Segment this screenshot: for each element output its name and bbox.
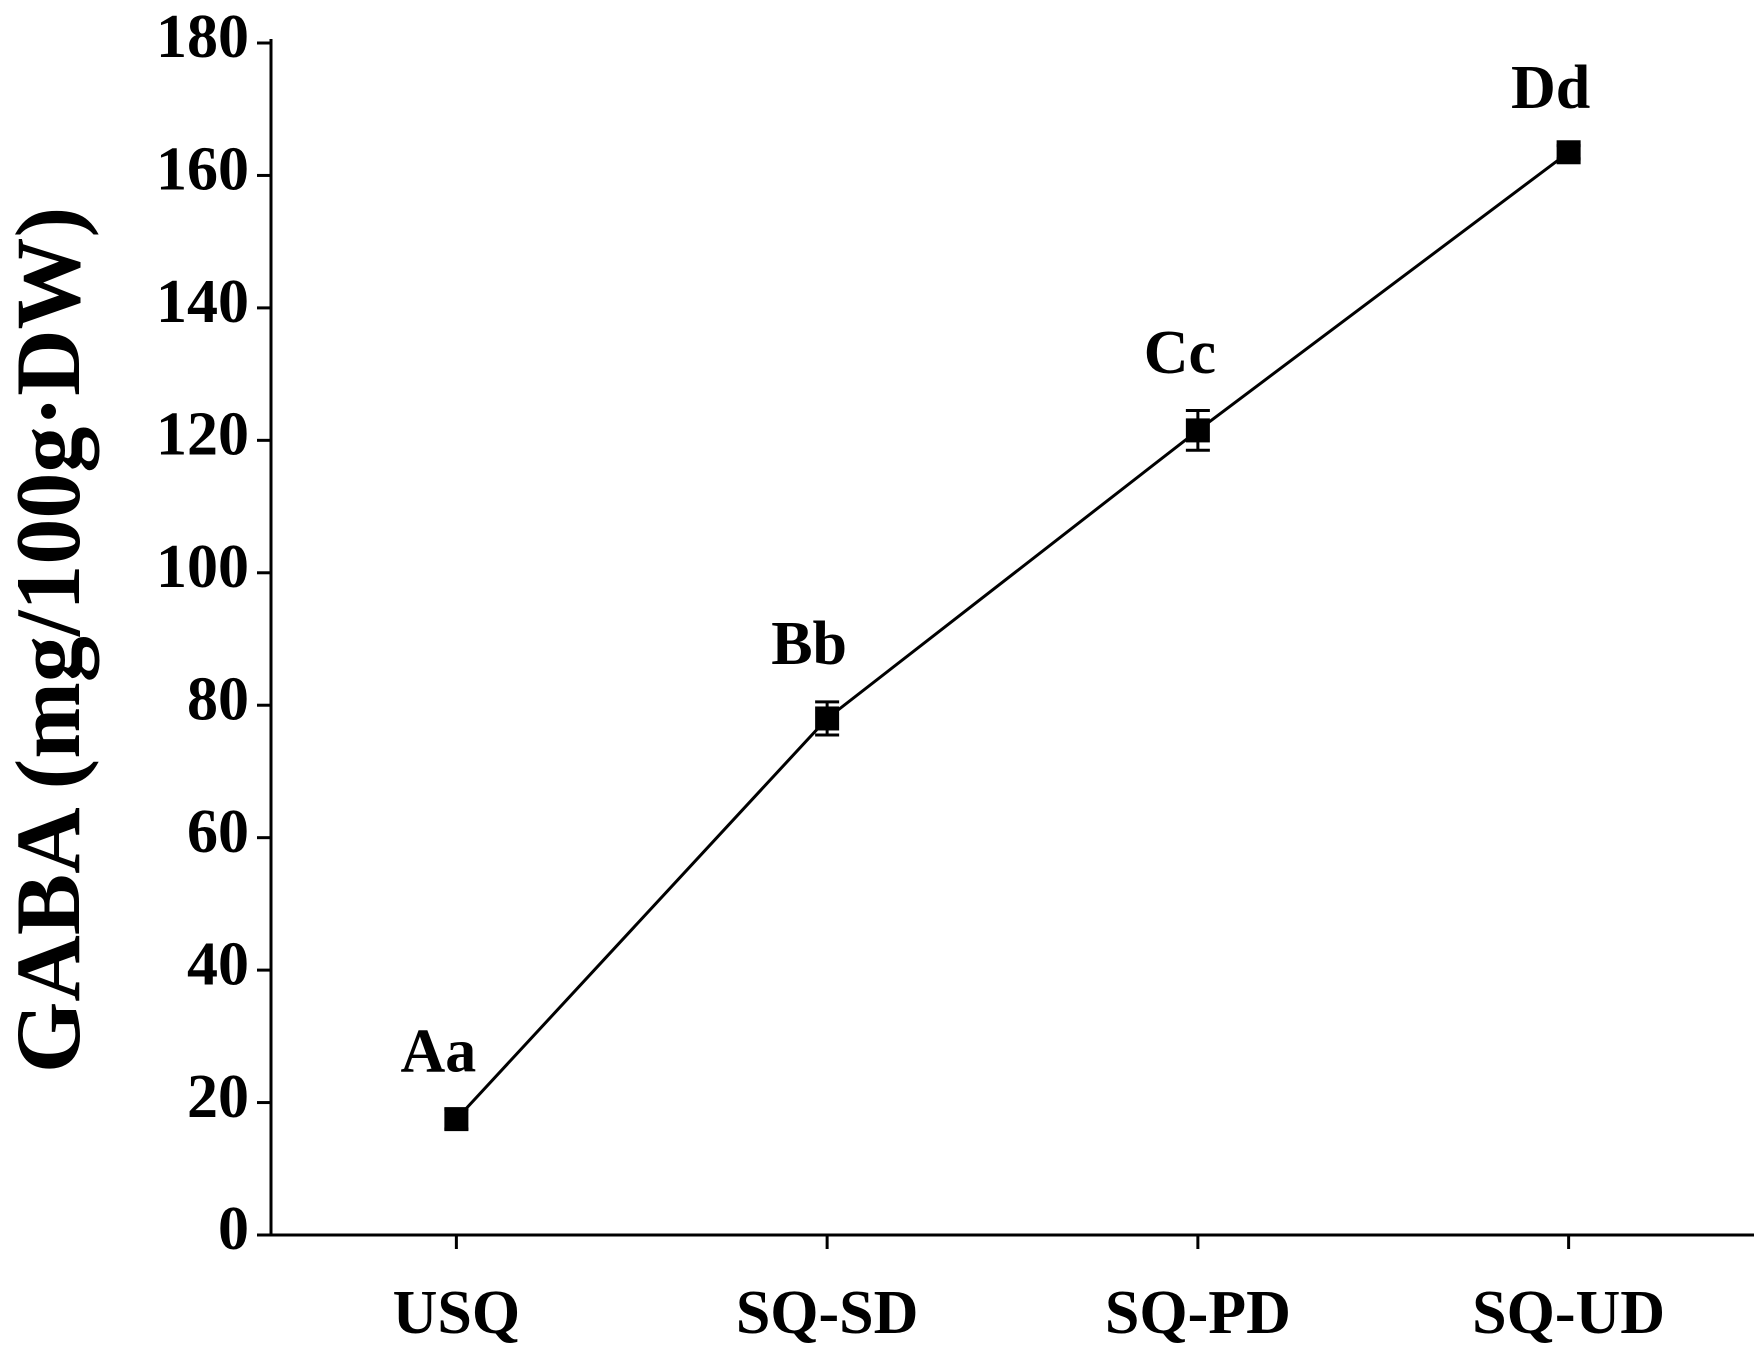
x-tick-label: SQ-SD bbox=[736, 1279, 919, 1347]
y-tick-label: 80 bbox=[187, 665, 249, 733]
marker bbox=[1185, 418, 1210, 443]
y-tick-label: 60 bbox=[187, 798, 249, 866]
annotation: Bb bbox=[771, 610, 847, 678]
line bbox=[455, 151, 1570, 1121]
y-tick-label: 0 bbox=[218, 1195, 249, 1263]
annotation: Cc bbox=[1144, 319, 1216, 387]
y-tick-label: 140 bbox=[156, 268, 249, 336]
y-tick-label: 160 bbox=[156, 136, 249, 204]
y-tick-label: 20 bbox=[187, 1063, 249, 1131]
marker bbox=[444, 1107, 469, 1132]
x-tick-label: SQ-UD bbox=[1472, 1279, 1665, 1347]
x-tick-label: USQ bbox=[393, 1279, 520, 1347]
y-tick-label: 120 bbox=[156, 401, 249, 469]
annotation: Aa bbox=[400, 1017, 476, 1085]
annotation: Dd bbox=[1511, 54, 1590, 122]
x-tick-label: SQ-PD bbox=[1105, 1279, 1291, 1347]
marker bbox=[1556, 140, 1581, 165]
y-tick-label: 180 bbox=[156, 3, 249, 71]
marker bbox=[815, 706, 840, 731]
y-axis-label: GABA (mg/100g·DW) bbox=[0, 207, 99, 1073]
y-tick-label: 40 bbox=[187, 930, 249, 998]
y-tick-label: 100 bbox=[156, 533, 249, 601]
